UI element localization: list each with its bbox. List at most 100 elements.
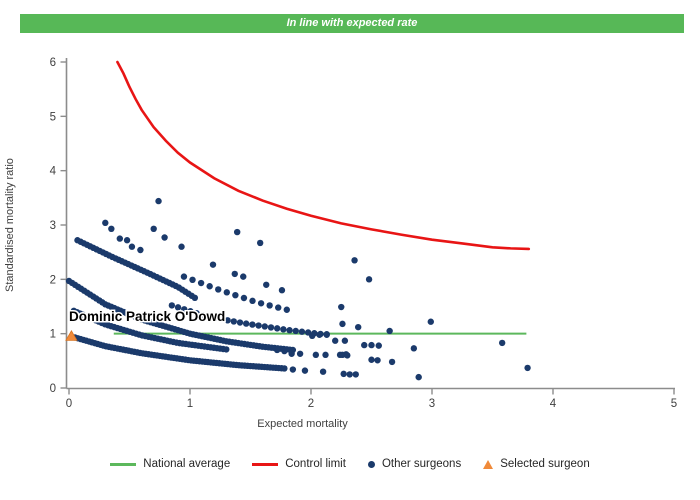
legend-label: Control limit bbox=[285, 458, 346, 470]
other-surgeon-point[interactable] bbox=[150, 225, 157, 233]
other-surgeon-point[interactable] bbox=[292, 327, 299, 335]
other-surgeon-point[interactable] bbox=[180, 273, 188, 280]
other-surgeon-point[interactable] bbox=[174, 304, 182, 311]
other-surgeon-point[interactable] bbox=[316, 331, 323, 338]
other-surgeon-point[interactable] bbox=[332, 337, 339, 344]
other-surgeon-point[interactable] bbox=[275, 304, 282, 311]
other-surgeon-point[interactable] bbox=[339, 351, 346, 359]
other-surgeon-point[interactable] bbox=[301, 367, 309, 374]
other-surgeon-point[interactable] bbox=[289, 366, 297, 373]
other-surgeon-point[interactable] bbox=[178, 243, 185, 250]
other-surgeon-point[interactable] bbox=[261, 323, 268, 330]
other-surgeon-point[interactable] bbox=[102, 219, 109, 227]
other-surgeon-point[interactable] bbox=[319, 368, 327, 375]
other-surgeon-point[interactable] bbox=[368, 356, 375, 363]
other-surgeon-point[interactable] bbox=[375, 342, 382, 349]
other-surgeon-point[interactable] bbox=[197, 279, 205, 287]
other-surgeon-point[interactable] bbox=[187, 308, 194, 315]
other-surgeon-point[interactable] bbox=[189, 276, 196, 284]
other-surgeon-point[interactable] bbox=[323, 331, 330, 338]
other-surgeon-point[interactable] bbox=[361, 341, 368, 349]
other-surgeon-point[interactable] bbox=[388, 358, 396, 366]
other-surgeon-point[interactable] bbox=[309, 332, 316, 340]
other-surgeon-point[interactable] bbox=[231, 270, 238, 278]
other-surgeon-point[interactable] bbox=[354, 323, 362, 331]
control-limit-line-icon bbox=[252, 462, 279, 466]
other-surgeon-point[interactable] bbox=[181, 306, 188, 313]
other-surgeon-point[interactable] bbox=[298, 328, 306, 335]
other-surgeon-point[interactable] bbox=[205, 313, 213, 321]
other-surgeon-point[interactable] bbox=[255, 322, 262, 329]
other-surgeon-point[interactable] bbox=[322, 351, 329, 359]
other-surgeon-point[interactable] bbox=[410, 345, 418, 352]
other-surgeon-point[interactable] bbox=[223, 289, 231, 296]
other-surgeon-point[interactable] bbox=[273, 346, 281, 354]
other-surgeon-point[interactable] bbox=[281, 347, 288, 355]
other-surgeon-point[interactable] bbox=[339, 320, 346, 328]
other-surgeon-point[interactable] bbox=[386, 327, 393, 335]
legend-item-national-average: National average bbox=[110, 458, 230, 470]
other-surgeon-point[interactable] bbox=[288, 350, 295, 357]
other-surgeon-point[interactable] bbox=[224, 317, 231, 324]
other-surgeon-point[interactable] bbox=[242, 320, 250, 327]
other-surgeon-point[interactable] bbox=[230, 318, 238, 325]
other-surgeon-point[interactable] bbox=[286, 327, 293, 334]
other-surgeon-point[interactable] bbox=[498, 339, 506, 347]
other-surgeon-point[interactable] bbox=[123, 237, 131, 244]
other-surgeon-point[interactable] bbox=[368, 341, 375, 349]
other-surgeon-point[interactable] bbox=[415, 373, 422, 381]
other-surgeon-point[interactable] bbox=[155, 197, 162, 205]
other-surgeon-point[interactable] bbox=[312, 351, 320, 359]
other-surgeon-point[interactable] bbox=[212, 314, 219, 322]
other-surgeon-point[interactable] bbox=[365, 276, 373, 283]
other-surgeon-point[interactable] bbox=[108, 225, 115, 233]
other-surgeon-point[interactable] bbox=[281, 365, 288, 372]
other-surgeon-point[interactable] bbox=[191, 294, 199, 302]
other-surgeon-point[interactable] bbox=[218, 316, 225, 323]
other-surgeon-point[interactable] bbox=[338, 303, 345, 311]
other-surgeon-point[interactable] bbox=[137, 246, 144, 254]
other-surgeon-point[interactable] bbox=[352, 371, 359, 378]
other-surgeon-point[interactable] bbox=[168, 302, 176, 309]
other-surgeon-point[interactable] bbox=[236, 319, 244, 326]
other-surgeon-point[interactable] bbox=[340, 370, 347, 378]
other-surgeon-point[interactable] bbox=[128, 243, 136, 250]
other-surgeon-point[interactable] bbox=[263, 281, 270, 288]
other-surgeon-point[interactable] bbox=[427, 318, 434, 325]
other-surgeon-point[interactable] bbox=[346, 371, 353, 378]
selected-surgeon-point[interactable] bbox=[65, 330, 78, 341]
legend-item-other-surgeons: Other surgeons bbox=[367, 458, 461, 470]
other-surgeon-point[interactable] bbox=[267, 324, 275, 331]
other-surgeon-point[interactable] bbox=[223, 346, 230, 353]
other-surgeon-point[interactable] bbox=[524, 364, 531, 372]
other-surgeon-point[interactable] bbox=[233, 228, 241, 236]
other-surgeon-point[interactable] bbox=[199, 311, 207, 319]
other-surgeon-point[interactable] bbox=[257, 300, 265, 307]
other-surgeon-point[interactable] bbox=[273, 325, 281, 332]
other-surgeon-point[interactable] bbox=[296, 350, 304, 357]
other-surgeon-point[interactable] bbox=[266, 302, 273, 309]
other-surgeon-point[interactable] bbox=[116, 235, 124, 242]
other-surgeon-point[interactable] bbox=[240, 294, 248, 302]
other-surgeon-point[interactable] bbox=[344, 352, 351, 359]
other-surgeon-point[interactable] bbox=[240, 273, 247, 280]
other-surgeon-point[interactable] bbox=[256, 239, 264, 247]
other-surgeon-point[interactable] bbox=[206, 283, 213, 290]
other-surgeon-point[interactable] bbox=[249, 297, 256, 305]
other-surgeon-point[interactable] bbox=[209, 261, 217, 268]
other-surgeon-point[interactable] bbox=[278, 287, 286, 294]
y-axis-title: Standardised mortality ratio bbox=[4, 158, 16, 292]
other-surgeon-point[interactable] bbox=[280, 326, 287, 333]
other-surgeon-point[interactable] bbox=[341, 337, 349, 344]
other-surgeon-point[interactable] bbox=[351, 257, 358, 264]
other-surgeon-point[interactable] bbox=[374, 357, 381, 364]
other-surgeon-point[interactable] bbox=[215, 286, 222, 293]
y-tick-label: 1 bbox=[50, 329, 56, 341]
other-surgeon-point[interactable] bbox=[283, 306, 290, 313]
other-surgeon-point[interactable] bbox=[232, 291, 239, 299]
other-surgeon-point[interactable] bbox=[249, 321, 256, 328]
other-surgeon-point[interactable] bbox=[193, 310, 200, 317]
other-surgeon-point[interactable] bbox=[161, 234, 168, 241]
